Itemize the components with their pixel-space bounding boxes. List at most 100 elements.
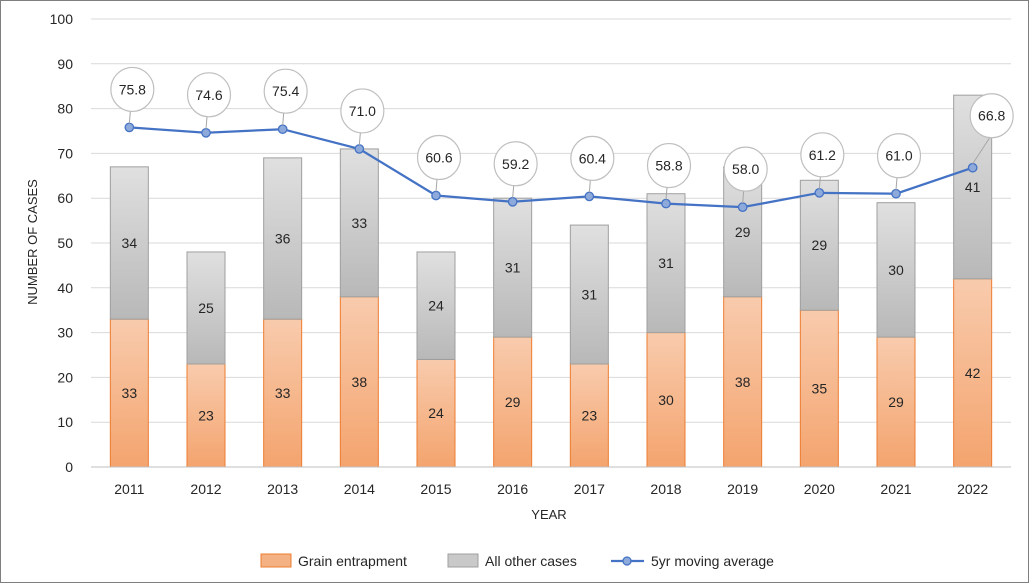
- moving-average-value-label: 59.2: [502, 156, 529, 172]
- callout-leader: [818, 176, 821, 189]
- grain-entrapment-value-label: 38: [735, 374, 751, 390]
- bar-all-other-cases: [569, 224, 609, 365]
- all-other-cases-value-label: 41: [965, 179, 981, 195]
- callout-leader: [665, 187, 668, 200]
- moving-average-point: [124, 122, 135, 133]
- x-tick-label: 2012: [190, 481, 221, 497]
- grain-entrapment-value-label: 42: [965, 365, 981, 381]
- x-tick-label: 2019: [727, 481, 758, 497]
- all-other-cases-value-label: 31: [505, 260, 521, 276]
- all-other-cases-value-label: 29: [735, 224, 751, 240]
- all-other-cases-value-label: 30: [888, 262, 904, 278]
- legend-label-moving-average: 5yr moving average: [651, 553, 774, 569]
- bar-grain-entrapment: [416, 358, 456, 468]
- legend-swatch-grain-entrapment: [260, 553, 292, 568]
- grain-entrapment-value-label: 35: [812, 381, 828, 397]
- bars: [109, 94, 993, 468]
- moving-average-point: [201, 127, 211, 138]
- x-tick-label: 2020: [804, 481, 835, 497]
- callout-bubble: [263, 68, 308, 114]
- moving-average-value-label: 58.0: [732, 161, 759, 177]
- callout-leader: [205, 116, 208, 129]
- grain-entrapment-value-label: 24: [428, 405, 444, 421]
- y-axis-title: NUMBER OF CASES: [25, 179, 40, 305]
- callout-bubble: [969, 93, 1014, 139]
- all-other-cases-value-label: 34: [122, 235, 138, 251]
- bar-data-labels: 33 34 23 25 33 36 38 33 24 24 29 31 23 31 30 31 38 29 35 29…: [122, 179, 981, 423]
- moving-average-point: [967, 162, 978, 173]
- callout-bubble: [110, 66, 155, 113]
- legend-marker-moving-average: [622, 556, 632, 566]
- grain-entrapment-value-label: 29: [505, 394, 521, 410]
- grain-entrapment-value-label: 33: [122, 385, 138, 401]
- moving-average-point: [891, 188, 901, 199]
- grain-entrapment-value-label: 33: [275, 385, 291, 401]
- bar-all-other-cases: [339, 148, 379, 298]
- legend: Grain entrapment All other cases 5yr movin…: [260, 553, 774, 569]
- moving-average-value-label: 58.8: [655, 158, 682, 174]
- x-tick-label: 2017: [574, 481, 605, 497]
- callout-bubble: [723, 146, 768, 192]
- callout-leader: [358, 132, 361, 145]
- x-tick-label: 2014: [344, 481, 375, 497]
- x-tick-label: 2013: [267, 481, 298, 497]
- y-tick-label: 10: [57, 414, 73, 430]
- x-tick-label: 2011: [114, 481, 144, 497]
- moving-average-value-label: 75.4: [272, 83, 299, 99]
- grain-entrapment-value-label: 29: [888, 394, 904, 410]
- callout-bubble: [800, 132, 845, 178]
- bar-all-other-cases: [416, 251, 456, 360]
- moving-average-point: [354, 144, 365, 154]
- y-tick-label: 50: [57, 235, 73, 251]
- grain-entrapment-value-label: 23: [582, 407, 598, 423]
- moving-average-value-label: 75.8: [119, 81, 146, 97]
- moving-average-point: [737, 202, 748, 213]
- callout-leader: [588, 180, 591, 193]
- bar-grain-entrapment: [339, 296, 379, 468]
- x-tick-label: 2015: [420, 481, 451, 497]
- all-other-cases-value-label: 33: [352, 215, 368, 231]
- x-axis-ticks: 2011 2012 2013 2014 2015 2016 2017 2018 2019 2020…: [114, 481, 988, 497]
- callout-leader: [742, 191, 745, 204]
- callout-bubble: [646, 142, 692, 189]
- moving-average-value-label: 61.2: [809, 147, 836, 163]
- moving-average-value-label: 60.4: [579, 150, 606, 166]
- y-tick-label: 60: [57, 190, 73, 206]
- callout-leader: [895, 177, 898, 190]
- callout-leader: [435, 179, 438, 192]
- legend-swatch-all-other-cases: [447, 553, 479, 568]
- y-tick-label: 20: [57, 369, 73, 385]
- callout-bubble: [340, 88, 385, 134]
- bar-grain-entrapment: [493, 336, 533, 468]
- bar-all-other-cases: [876, 202, 916, 338]
- moving-average-point: [661, 198, 671, 209]
- x-tick-label: 2021: [880, 481, 911, 497]
- gridlines: [91, 18, 1011, 423]
- bar-all-other-cases: [263, 157, 303, 320]
- y-tick-label: 30: [57, 325, 73, 341]
- moving-average-point: [814, 187, 825, 198]
- callout-bubble: [570, 135, 615, 182]
- x-tick-label: 2016: [497, 481, 528, 497]
- all-other-cases-value-label: 31: [582, 287, 598, 303]
- legend-label-grain-entrapment: Grain entrapment: [298, 553, 407, 569]
- moving-average-value-label: 71.0: [349, 103, 376, 119]
- all-other-cases-value-label: 36: [275, 231, 291, 247]
- moving-average-point: [431, 190, 441, 201]
- bar-grain-entrapment: [263, 318, 303, 468]
- all-other-cases-value-label: 29: [812, 237, 828, 253]
- bar-all-other-cases: [646, 193, 686, 334]
- moving-average-value-label: 60.6: [425, 150, 452, 166]
- y-tick-label: 100: [50, 11, 74, 27]
- y-tick-label: 40: [57, 280, 73, 296]
- x-axis-title: YEAR: [531, 507, 566, 522]
- callout-bubble: [876, 133, 922, 179]
- callout-leader: [128, 111, 131, 124]
- y-tick-label: 90: [57, 56, 73, 72]
- y-axis-ticks: 0 10 20 30 40 50 60 70 80 90 100: [50, 11, 74, 475]
- moving-average-point: [277, 124, 288, 135]
- all-other-cases-value-label: 25: [198, 300, 214, 316]
- callout-leader: [282, 113, 285, 126]
- grain-entrapment-value-label: 30: [658, 392, 674, 408]
